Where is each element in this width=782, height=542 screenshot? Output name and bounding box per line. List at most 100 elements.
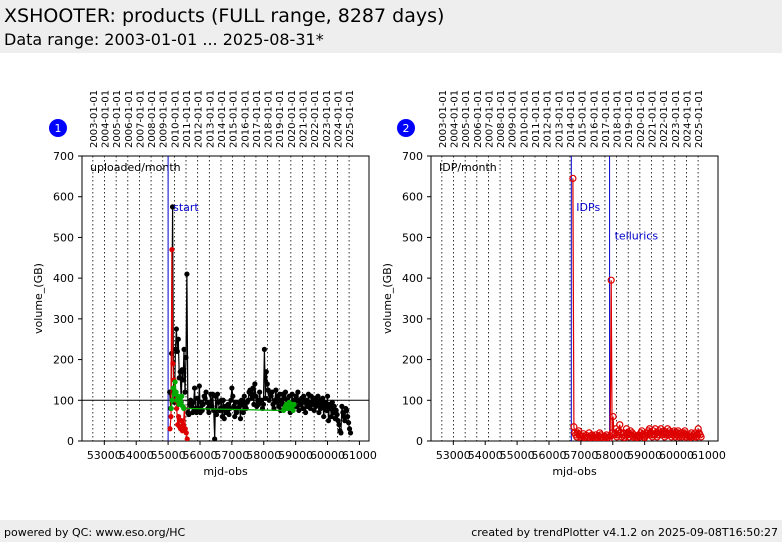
data-point (200, 401, 206, 407)
date-tick-label: 2009-01-01 (159, 90, 170, 148)
data-point (221, 416, 227, 422)
data-point (313, 403, 319, 409)
data-point (175, 393, 181, 399)
date-tick-label: 2005-01-01 (461, 90, 472, 148)
data-point (168, 405, 174, 412)
footer-bar: powered by QC: www.eso.org/HC created by… (0, 520, 782, 542)
date-tick-label: 2007-01-01 (484, 90, 495, 148)
y-tick-label: 200 (53, 354, 74, 367)
data-point (231, 403, 237, 409)
data-point (258, 397, 265, 403)
page-title: XSHOOTER: products (FULL range, 8287 day… (4, 5, 445, 27)
data-point (170, 385, 176, 391)
data-point (184, 271, 190, 277)
data-point (174, 405, 180, 412)
date-tick-label: 2013-01-01 (554, 90, 565, 148)
data-point (347, 430, 354, 436)
event-line-label: IDPs (576, 201, 600, 214)
x-axis-label: mjd-obs (552, 465, 597, 478)
data-point (328, 413, 334, 420)
date-tick-label: 2012-01-01 (194, 90, 205, 148)
y-tick-label: 400 (402, 272, 423, 285)
footer-powered-by: powered by QC: www.eso.org/HC (4, 526, 186, 539)
data-point (291, 401, 297, 407)
date-tick-label: 2015-01-01 (578, 90, 589, 148)
data-point (180, 377, 186, 383)
data-point (569, 174, 577, 182)
data-point (257, 389, 263, 395)
date-tick-label: 2014-01-01 (217, 90, 228, 148)
x-tick-label: 55000 (151, 449, 186, 462)
date-tick-label: 2005-01-01 (112, 90, 123, 148)
data-point (318, 405, 324, 412)
data-point (694, 425, 702, 433)
date-tick-label: 2008-01-01 (496, 90, 507, 148)
date-tick-label: 2011-01-01 (182, 90, 193, 148)
data-point (176, 413, 182, 420)
panel-badge (49, 119, 67, 137)
x-tick-label: 60000 (659, 449, 694, 462)
data-point (333, 407, 339, 414)
data-point (181, 346, 187, 352)
data-point (342, 418, 348, 424)
date-tick-label: 2013-01-01 (205, 90, 216, 148)
data-point (176, 375, 182, 381)
data-point (173, 389, 179, 395)
x-tick-label: 61000 (691, 449, 726, 462)
data-point (260, 401, 267, 407)
data-point (331, 403, 337, 409)
data-layer (569, 156, 705, 441)
data-point (274, 399, 280, 405)
x-tick-label: 59000 (278, 449, 313, 462)
header-bar: XSHOOTER: products (FULL range, 8287 day… (0, 0, 782, 53)
data-point (202, 395, 208, 401)
data-point (263, 369, 269, 375)
data-point (282, 389, 289, 395)
data-point (270, 401, 276, 407)
x-tick-label: 59000 (627, 449, 662, 462)
data-point (322, 399, 328, 405)
data-point (264, 381, 270, 387)
data-point (296, 407, 302, 414)
date-tick-label: 2004-01-01 (449, 90, 460, 148)
y-tick-label: 700 (402, 150, 423, 163)
data-point (334, 411, 340, 418)
footer-created-by: created by trendPlotter v4.1.2 on 2025-0… (471, 526, 778, 539)
data-point (345, 413, 351, 420)
data-point (265, 387, 271, 393)
y-tick-label: 600 (53, 191, 74, 204)
data-layer (167, 156, 354, 441)
data-point (339, 403, 345, 409)
data-point (298, 401, 304, 407)
date-tick-label: 2006-01-01 (124, 90, 135, 148)
data-point (232, 413, 238, 420)
data-point (179, 367, 185, 373)
date-tick-label: 2008-01-01 (147, 90, 158, 148)
date-tick-label: 2020-01-01 (636, 90, 647, 148)
x-tick-label: 53000 (87, 449, 122, 462)
data-point (276, 403, 282, 409)
date-tick-label: 2024-01-01 (682, 90, 693, 148)
data-point (307, 405, 313, 412)
date-tick-label: 2022-01-01 (659, 90, 670, 148)
data-point (241, 393, 247, 399)
data-point (206, 409, 212, 416)
x-tick-label: 57000 (563, 449, 598, 462)
series-line-red (572, 178, 702, 441)
data-point (230, 393, 236, 399)
data-point (301, 393, 307, 399)
data-point (226, 411, 232, 418)
data-point (182, 389, 188, 395)
data-point (212, 436, 218, 441)
date-tick-label: 2006-01-01 (473, 90, 484, 148)
date-tick-label: 2003-01-01 (89, 90, 100, 148)
date-tick-label: 2021-01-01 (299, 90, 310, 148)
y-axis-label: volume_(GB) (32, 263, 45, 334)
date-tick-label: 2016-01-01 (240, 90, 251, 148)
data-point (336, 422, 342, 428)
date-tick-label: 2020-01-01 (287, 90, 298, 148)
date-tick-label: 2017-01-01 (252, 90, 263, 148)
data-point (262, 395, 268, 401)
x-tick-label: 56000 (182, 449, 217, 462)
data-point (340, 409, 346, 416)
